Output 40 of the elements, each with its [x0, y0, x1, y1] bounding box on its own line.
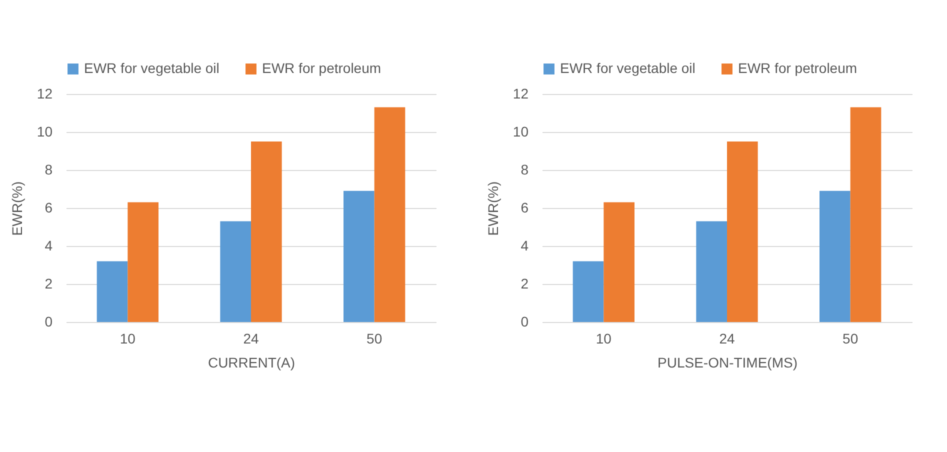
x-axis-title: PULSE-ON-TIME(MS)	[658, 354, 798, 370]
bar	[572, 261, 604, 322]
bar	[727, 142, 758, 322]
legend-label: EWR for vegetable oil	[560, 60, 696, 76]
bar	[604, 202, 634, 322]
x-tick-label: 10	[120, 330, 136, 346]
bar	[374, 107, 406, 322]
legend-label: EWR for vegetable oil	[84, 60, 220, 76]
bar	[344, 190, 374, 322]
bar	[220, 221, 251, 322]
bar	[850, 107, 882, 322]
y-tick-label: 8	[520, 162, 529, 178]
y-tick-label: 10	[512, 124, 529, 140]
x-tick-label: 50	[366, 330, 382, 346]
y-tick-label: 8	[44, 162, 53, 178]
legend-label: EWR for petroleum	[738, 60, 858, 76]
y-tick-label: 12	[36, 86, 53, 102]
y-axis-title: EWR(%)	[8, 181, 25, 236]
y-axis-title: EWR(%)	[484, 181, 501, 236]
x-axis-title: CURRENT(A)	[208, 354, 296, 370]
bar	[696, 221, 727, 322]
y-tick-label: 0	[520, 314, 529, 330]
x-tick-label: 50	[842, 330, 858, 346]
y-tick-label: 2	[44, 276, 53, 292]
bar	[820, 190, 850, 322]
y-tick-label: 10	[36, 124, 53, 140]
x-tick-label: 24	[719, 330, 735, 346]
bar	[128, 202, 158, 322]
y-tick-label: 0	[44, 314, 53, 330]
y-tick-label: 4	[520, 238, 529, 254]
y-tick-label: 4	[44, 238, 53, 254]
x-tick-label: 24	[243, 330, 259, 346]
bar	[96, 261, 128, 322]
legend-label: EWR for petroleum	[262, 60, 382, 76]
y-tick-label: 6	[44, 200, 53, 216]
y-tick-label: 12	[512, 86, 529, 102]
x-tick-label: 10	[596, 330, 612, 346]
y-tick-label: 2	[520, 276, 529, 292]
y-tick-label: 6	[520, 200, 529, 216]
bar	[251, 142, 282, 322]
